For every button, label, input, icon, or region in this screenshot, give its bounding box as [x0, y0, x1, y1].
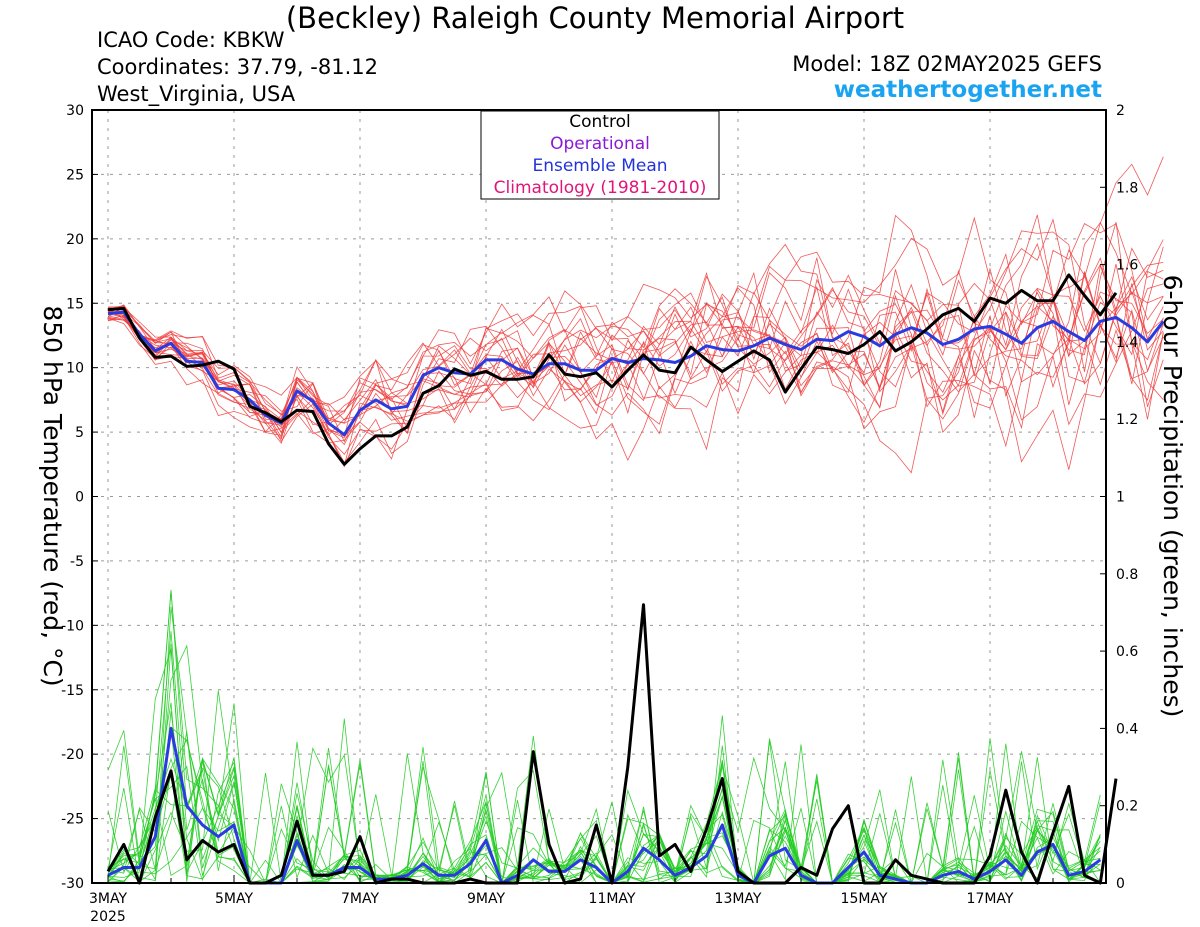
- legend-entry: Control: [569, 112, 630, 132]
- temp-member-line: [107, 267, 1164, 467]
- y2-tick-label: 0: [1116, 876, 1125, 892]
- legend-entry: Operational: [550, 134, 650, 154]
- y2-tick-label: 1: [1116, 490, 1125, 506]
- temp-member-line: [107, 230, 1164, 436]
- x-tick-label: 7MAY: [341, 891, 379, 907]
- x-tick-label: 5MAY: [215, 891, 253, 907]
- temp-control-line: [107, 273, 1118, 466]
- y-tick-label: -10: [61, 618, 84, 634]
- legend-entry: Climatology (1981-2010): [494, 178, 707, 198]
- y2-tick-label: 2: [1116, 103, 1125, 119]
- y2-tick-label: 1.2: [1116, 412, 1138, 428]
- legend-entry: Ensemble Mean: [532, 156, 667, 176]
- temp-member-line: [107, 221, 1164, 440]
- temp-ensemble-mean-line: [107, 310, 1165, 437]
- precip-member-line: [107, 757, 1101, 885]
- y-tick-label: -30: [61, 876, 84, 892]
- y-tick-label: 30: [66, 103, 84, 119]
- x-tick-year: 2025: [90, 909, 126, 925]
- y-tick-label: -5: [70, 554, 84, 570]
- temp-member-line: [107, 251, 1164, 430]
- y-tick-label: 5: [75, 425, 84, 441]
- y-tick-label: -15: [61, 683, 84, 699]
- y-tick-label: 10: [66, 361, 84, 377]
- y2-axis-label: 6-hour Precipitation (green, inches): [1158, 275, 1187, 718]
- y-axis-label: 850 hPa Temperature (red, °C): [38, 305, 67, 686]
- location: West_Virginia, USA: [97, 82, 296, 106]
- temp-member-line: [107, 242, 1164, 445]
- y2-tick-label: 0.4: [1116, 721, 1138, 737]
- y2-tick-label: 0.6: [1116, 644, 1138, 660]
- page-title: (Beckley) Raleigh County Memorial Airpor…: [285, 1, 905, 35]
- temp-member-line: [107, 264, 1164, 456]
- y-tick-label: 0: [75, 490, 84, 506]
- site-link[interactable]: weathertogether.net: [833, 77, 1102, 103]
- y2-tick-label: 0.8: [1116, 567, 1138, 583]
- y-tick-label: -20: [61, 747, 84, 763]
- y-tick-label: 15: [66, 296, 84, 312]
- icao-code: ICAO Code: KBKW: [97, 28, 285, 52]
- precip-member-line: [107, 743, 1101, 884]
- precip-member-line: [107, 606, 1101, 884]
- temp-member-line: [107, 283, 1164, 464]
- x-tick-label: 15MAY: [841, 891, 888, 907]
- y-tick-label: 25: [66, 167, 84, 183]
- precip-member-line: [107, 590, 1101, 884]
- y2-tick-label: 1.6: [1116, 258, 1138, 274]
- x-tick-label: 9MAY: [467, 891, 505, 907]
- x-tick-label: 11MAY: [589, 891, 636, 907]
- x-tick-label: 13MAY: [715, 891, 762, 907]
- temp-member-line: [107, 214, 1164, 443]
- coordinates: Coordinates: 37.79, -81.12: [97, 55, 378, 79]
- y-tick-label: 20: [66, 232, 84, 248]
- model-run: Model: 18Z 02MAY2025 GEFS: [792, 52, 1102, 76]
- x-tick-label: 3MAY: [89, 891, 127, 907]
- x-tick-label: 17MAY: [967, 891, 1014, 907]
- y2-tick-label: 0.2: [1116, 799, 1138, 815]
- legend-box: [480, 110, 720, 200]
- y2-tick-label: 1.4: [1116, 335, 1138, 351]
- precip-member-line: [107, 643, 1101, 885]
- precip-member-line: [107, 589, 1101, 884]
- temp-member-line: [107, 221, 1164, 474]
- temp-member-line: [107, 247, 1164, 415]
- y2-tick-label: 1.8: [1116, 180, 1138, 196]
- y-tick-label: -25: [61, 812, 84, 828]
